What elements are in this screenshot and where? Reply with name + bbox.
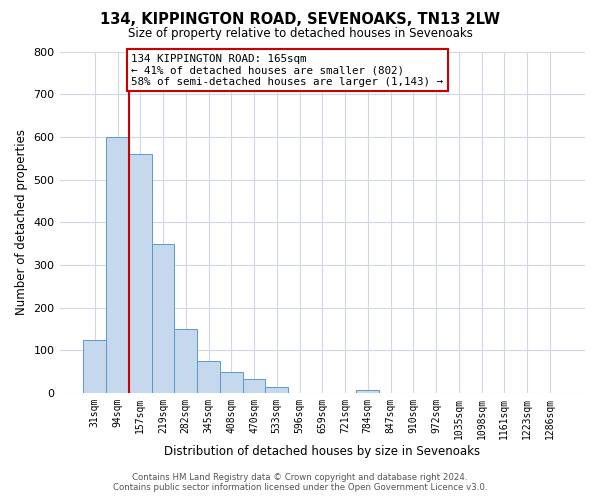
Text: 134 KIPPINGTON ROAD: 165sqm
← 41% of detached houses are smaller (802)
58% of se: 134 KIPPINGTON ROAD: 165sqm ← 41% of det… xyxy=(131,54,443,87)
Bar xyxy=(356,390,379,393)
X-axis label: Distribution of detached houses by size in Sevenoaks: Distribution of detached houses by size … xyxy=(164,444,481,458)
Bar xyxy=(106,137,129,393)
Y-axis label: Number of detached properties: Number of detached properties xyxy=(15,129,28,315)
Bar xyxy=(242,379,265,393)
Bar xyxy=(152,244,175,393)
Bar xyxy=(175,329,197,393)
Bar xyxy=(129,154,152,393)
Bar xyxy=(265,387,288,393)
Text: 134, KIPPINGTON ROAD, SEVENOAKS, TN13 2LW: 134, KIPPINGTON ROAD, SEVENOAKS, TN13 2L… xyxy=(100,12,500,28)
Text: Contains HM Land Registry data © Crown copyright and database right 2024.
Contai: Contains HM Land Registry data © Crown c… xyxy=(113,473,487,492)
Bar xyxy=(83,340,106,393)
Bar xyxy=(220,372,242,393)
Text: Size of property relative to detached houses in Sevenoaks: Size of property relative to detached ho… xyxy=(128,28,472,40)
Bar xyxy=(197,361,220,393)
